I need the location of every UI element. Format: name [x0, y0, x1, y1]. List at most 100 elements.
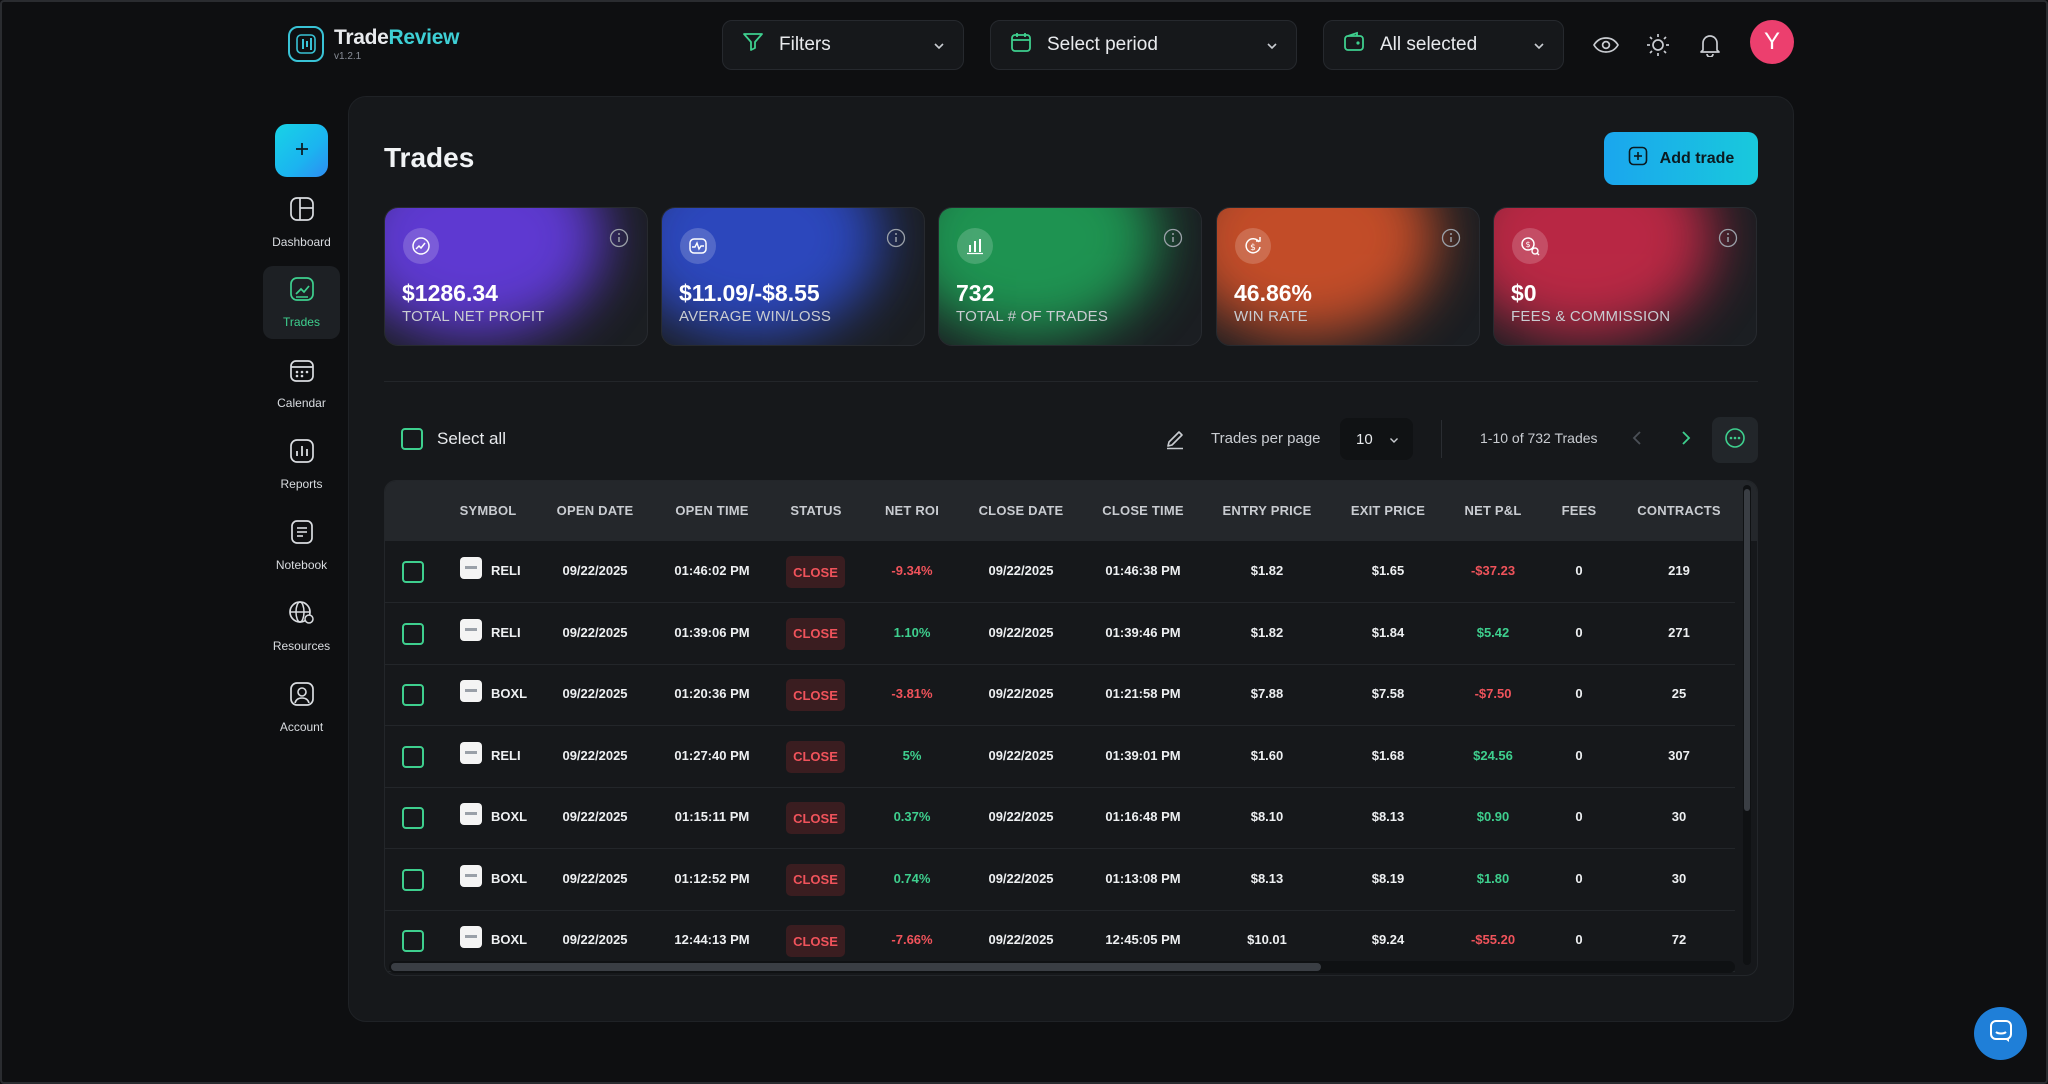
sidebar-item-label: Reports [280, 477, 323, 491]
stat-label: AVERAGE WIN/LOSS [679, 308, 832, 325]
cell-symbol[interactable]: RELI [491, 563, 521, 578]
column-header-symbol[interactable]: SYMBOL [459, 503, 517, 518]
sidebar-item-notebook[interactable]: Notebook [263, 509, 340, 582]
column-header-exit-price[interactable]: EXIT PRICE [1350, 503, 1426, 518]
profit-chart-icon [403, 228, 439, 264]
select-all-checkbox[interactable] [401, 428, 423, 450]
column-header-status[interactable]: STATUS [790, 503, 842, 518]
row-checkbox[interactable] [402, 745, 424, 768]
cell-net-roi: 1.10% [893, 624, 931, 640]
ticker-logo-icon [460, 926, 482, 948]
calendar-icon [1009, 30, 1033, 60]
column-header-fees[interactable]: FEES [1561, 503, 1597, 518]
row-checkbox[interactable] [402, 930, 424, 952]
cell-net-pnl: -$7.50 [1474, 686, 1512, 701]
edit-pencil-icon[interactable] [1164, 428, 1186, 455]
quick-add-button[interactable] [275, 124, 328, 177]
next-page-icon[interactable] [1675, 428, 1695, 453]
select-all-control[interactable]: Select all [401, 428, 506, 450]
column-header-contracts[interactable]: CONTRACTS [1637, 503, 1721, 518]
bar-chart-icon [957, 228, 993, 264]
column-header-close-time[interactable]: CLOSE TIME [1102, 503, 1184, 518]
cell-exit-price: $1.68 [1371, 747, 1405, 763]
cell-fees: 0 [1575, 809, 1583, 824]
sidebar-item-account[interactable]: Account [263, 671, 340, 744]
app-logo[interactable]: TradeReview v1.2.1 [288, 26, 459, 62]
info-icon[interactable] [1163, 228, 1183, 253]
theme-sun-icon[interactable] [1643, 30, 1673, 60]
column-header-net-pnl[interactable]: NET P&L [1464, 503, 1522, 518]
bell-icon[interactable] [1695, 30, 1725, 60]
add-trade-button[interactable]: Add trade [1604, 132, 1758, 185]
horizontal-scrollbar-thumb[interactable] [391, 963, 1321, 971]
svg-text:$: $ [1525, 240, 1530, 249]
cell-open-time: 01:15:11 PM [674, 809, 750, 824]
cell-exit-price: $7.58 [1371, 686, 1405, 701]
sidebar-item-dashboard[interactable]: Dashboard [263, 186, 340, 259]
table-row[interactable]: RELI CLOSE 09/22/2025 01:27:40 PM 5% 09/22/20… [385, 727, 1735, 788]
column-header-entry-price[interactable]: ENTRY PRICE [1222, 503, 1312, 518]
cell-symbol[interactable]: BOXL [491, 932, 528, 947]
cell-fees: 0 [1575, 870, 1583, 886]
sidebar-item-resources[interactable]: Resources [263, 590, 340, 663]
column-header-open-time[interactable]: OPEN TIME [675, 503, 749, 518]
column-header-net-roi[interactable]: NET ROI [884, 503, 940, 518]
avatar[interactable]: Y [1750, 20, 1794, 64]
table-row[interactable]: BOXL CLOSE 09/22/2025 01:12:52 PM 0.74% 09/22… [385, 850, 1735, 911]
period-dropdown[interactable]: Select period [990, 20, 1297, 70]
support-chat-button[interactable] [1974, 1007, 2027, 1060]
cell-open-time: 01:39:06 PM [674, 624, 750, 640]
prev-page-icon[interactable] [1628, 428, 1648, 453]
cell-symbol[interactable]: RELI [491, 624, 521, 640]
table-row[interactable]: BOXL CLOSE 09/22/2025 12:44:13 PM -7.66% 09/2… [385, 911, 1735, 972]
info-icon[interactable] [1441, 228, 1461, 253]
stat-card-total-trades: 732 TOTAL # OF TRADES [938, 207, 1202, 346]
cell-exit-price: $8.19 [1371, 870, 1405, 886]
table-row[interactable]: BOXL CLOSE 09/22/2025 01:20:36 PM -3.81% 09/2… [385, 665, 1735, 726]
stat-card-fees: $ $0 FEES & COMMISSION [1493, 207, 1757, 346]
cell-open-time: 12:44:13 PM [674, 932, 750, 947]
accounts-dropdown[interactable]: All selected [1323, 20, 1564, 70]
status-badge: CLOSE [786, 740, 845, 773]
toolbar-separator [1441, 420, 1442, 458]
table-row[interactable]: RELI CLOSE 09/22/2025 01:39:06 PM 1.10% 09/22… [385, 604, 1735, 665]
sidebar-item-trades[interactable]: Trades [263, 266, 340, 339]
cell-entry-price: $10.01 [1247, 932, 1287, 947]
app-version: v1.2.1 [334, 51, 362, 62]
table-row[interactable]: BOXL CLOSE 09/22/2025 01:15:11 PM 0.37% 09/22… [385, 788, 1735, 849]
row-checkbox[interactable] [402, 807, 424, 829]
account-icon [289, 681, 315, 712]
ticker-logo-icon [460, 618, 482, 641]
column-header-open-date[interactable]: OPEN DATE [556, 503, 634, 518]
info-icon[interactable] [1718, 228, 1738, 253]
cell-symbol[interactable]: BOXL [491, 686, 528, 701]
cell-contracts: 307 [1668, 747, 1690, 763]
info-icon[interactable] [886, 228, 906, 253]
row-checkbox[interactable] [402, 684, 424, 706]
more-options-button[interactable] [1712, 417, 1758, 463]
vertical-scrollbar-thumb[interactable] [1744, 489, 1750, 811]
cell-open-time: 01:46:02 PM [674, 563, 750, 578]
cell-symbol[interactable]: BOXL [491, 870, 528, 886]
filters-dropdown[interactable]: Filters [722, 20, 964, 70]
cell-symbol[interactable]: RELI [491, 747, 521, 763]
cell-entry-price: $1.82 [1250, 624, 1284, 640]
per-page-select[interactable]: 10 [1340, 418, 1413, 460]
stat-label: WIN RATE [1234, 308, 1308, 325]
stat-card-win-rate: $ 46.86% WIN RATE [1216, 207, 1480, 346]
table-row[interactable]: RELI CLOSE 09/22/2025 01:46:02 PM -9.34% 09/2… [385, 542, 1735, 603]
info-icon[interactable] [609, 228, 629, 253]
cell-symbol[interactable]: BOXL [491, 809, 528, 824]
sidebar-item-calendar[interactable]: Calendar [263, 347, 340, 420]
stat-value: 46.86% [1234, 280, 1313, 306]
eye-icon[interactable] [1591, 30, 1621, 60]
calendar-icon [289, 357, 315, 388]
row-checkbox[interactable] [402, 868, 424, 891]
column-header-close-date[interactable]: CLOSE DATE [978, 503, 1064, 518]
row-checkbox[interactable] [402, 561, 424, 583]
row-checkbox[interactable] [402, 622, 424, 645]
cell-contracts: 72 [1671, 932, 1687, 947]
sidebar-item-reports[interactable]: Reports [263, 428, 340, 501]
sidebar-item-label: Resources [272, 639, 331, 653]
ticker-logo-icon [460, 680, 482, 702]
